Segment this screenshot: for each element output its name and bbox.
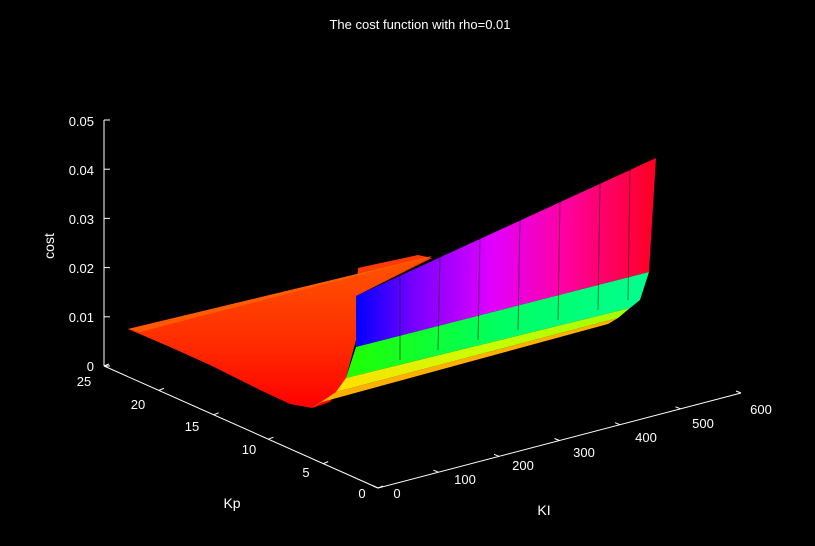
x-tick-mark — [372, 485, 379, 489]
x-tick-mark — [735, 390, 742, 394]
surface-mesh-lines — [399, 169, 631, 360]
y-tick-label: 10 — [242, 442, 256, 457]
x-tick-mark — [614, 422, 621, 426]
x-tick-label: 100 — [454, 472, 476, 487]
y-axis-label: Kp — [223, 495, 240, 511]
x-tick-label: 400 — [635, 430, 657, 445]
surface-bottom-edge — [312, 318, 618, 408]
x-axis-label: KI — [537, 502, 550, 518]
y-tick-mark — [213, 412, 219, 416]
surface-red-shade — [128, 256, 432, 332]
surface-top-wall — [356, 158, 656, 347]
chart-title: The cost function with rho=0.01 — [329, 17, 510, 32]
mesh-line — [437, 255, 441, 351]
tick-marks — [103, 119, 742, 489]
z-tick-label: 0.04 — [69, 163, 94, 178]
y-tick-mark — [323, 461, 329, 465]
mesh-line — [557, 201, 561, 321]
y-tick-label: 0 — [358, 486, 365, 501]
mesh-line — [517, 219, 521, 331]
y-tick-mark — [268, 436, 274, 440]
y-tick-labels: 25 20 15 10 5 0 — [77, 374, 366, 501]
surface-green-band — [346, 272, 649, 378]
y-tick-mark — [103, 363, 110, 367]
x-tick-label: 300 — [573, 445, 595, 460]
x-tick-mark — [675, 406, 681, 410]
x-tick-mark — [554, 438, 560, 441]
z-axis-label: cost — [41, 233, 57, 259]
x-tick-label: 200 — [512, 458, 534, 473]
z-tick-label: 0 — [87, 359, 94, 374]
y-tick-label: 5 — [302, 465, 309, 480]
z-tick-label: 0.01 — [69, 310, 94, 325]
x-tick-label: 500 — [692, 416, 714, 431]
y-tick-label: 25 — [77, 374, 91, 389]
x-tick-label: 600 — [750, 402, 772, 417]
z-tick-label: 0.05 — [69, 114, 94, 129]
mesh-line — [477, 237, 481, 341]
z-tick-label: 0.02 — [69, 261, 94, 276]
y-axis-line — [103, 365, 379, 489]
cost-surface — [128, 158, 656, 408]
surface-red-face — [128, 256, 432, 408]
z-tick-labels: 0.05 0.04 0.03 0.02 0.01 0 — [69, 114, 94, 374]
surface-yellow-band — [336, 308, 630, 392]
mesh-line — [627, 169, 631, 301]
mesh-line — [597, 183, 601, 311]
x-tick-mark — [493, 453, 500, 457]
x-tick-mark — [433, 469, 439, 473]
y-tick-mark — [158, 387, 164, 391]
x-tick-labels: 0 100 200 300 400 500 600 — [393, 402, 771, 501]
x-tick-label: 0 — [393, 486, 400, 501]
y-tick-label: 20 — [131, 397, 145, 412]
y-tick-mark — [377, 485, 384, 489]
z-tick-label: 0.03 — [69, 212, 94, 227]
y-tick-label: 15 — [185, 419, 199, 434]
